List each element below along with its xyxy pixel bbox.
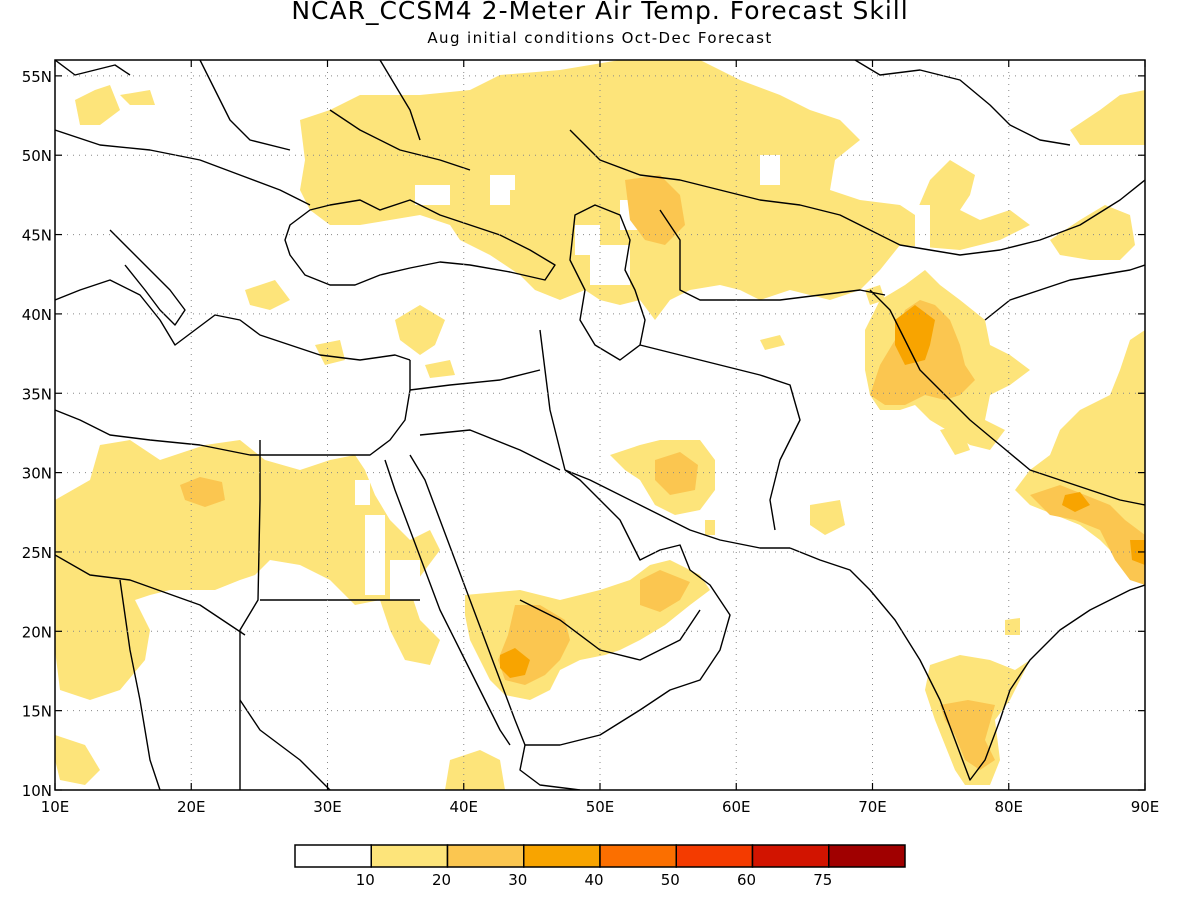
map-subtitle: Aug initial conditions Oct-Dec Forecast [427,29,773,47]
y-tick-label: 55N [22,68,52,86]
colorbar-swatch [370,844,449,868]
skill-shading-10-20 [55,60,1145,790]
y-tick-label: 50N [22,147,52,165]
colorbar-label: 20 [432,871,451,889]
y-tick-label: 45N [22,227,52,245]
skill-shading-30-40 [500,305,1145,678]
colorbar-label: 10 [356,871,375,889]
x-tick-label: 90E [1131,798,1160,816]
colorbar-legend: 10 20 30 40 50 60 75 [294,844,906,889]
colorbar-swatch [599,844,677,868]
colorbar-label: 50 [661,871,680,889]
colorbar-label: 30 [508,871,527,889]
latitude-axis: 10N 15N 20N 25N 30N 35N 40N 45N 50N 55N [22,68,1145,800]
colorbar-swatch [828,844,906,868]
x-tick-label: 50E [586,798,615,816]
x-tick-label: 40E [449,798,478,816]
x-tick-label: 10E [41,798,70,816]
colorbar-swatch [675,844,754,868]
colorbar-swatch [523,844,601,868]
y-tick-label: 20N [22,623,52,641]
y-tick-label: 30N [22,465,52,483]
x-tick-label: 80E [994,798,1023,816]
colorbar-label: 40 [584,871,603,889]
x-tick-label: 60E [722,798,751,816]
y-tick-label: 35N [22,385,52,403]
colorbar-swatch [294,844,372,868]
x-tick-label: 20E [177,798,206,816]
colorbar-swatch [751,844,830,868]
x-tick-label: 30E [313,798,342,816]
y-tick-label: 25N [22,544,52,562]
colorbar-swatch [446,844,525,868]
colorbar-label: 60 [737,871,756,889]
colorbar-label: 75 [813,871,832,889]
y-tick-label: 15N [22,703,52,721]
y-tick-label: 10N [22,782,52,800]
longitude-axis: 10E 20E 30E 40E 50E 60E 70E 80E 90E [41,60,1160,816]
coastlines-borders [55,60,1145,790]
x-tick-label: 70E [858,798,887,816]
y-tick-label: 40N [22,306,52,324]
map-title: NCAR_CCSM4 2-Meter Air Temp. Forecast Sk… [291,0,909,25]
